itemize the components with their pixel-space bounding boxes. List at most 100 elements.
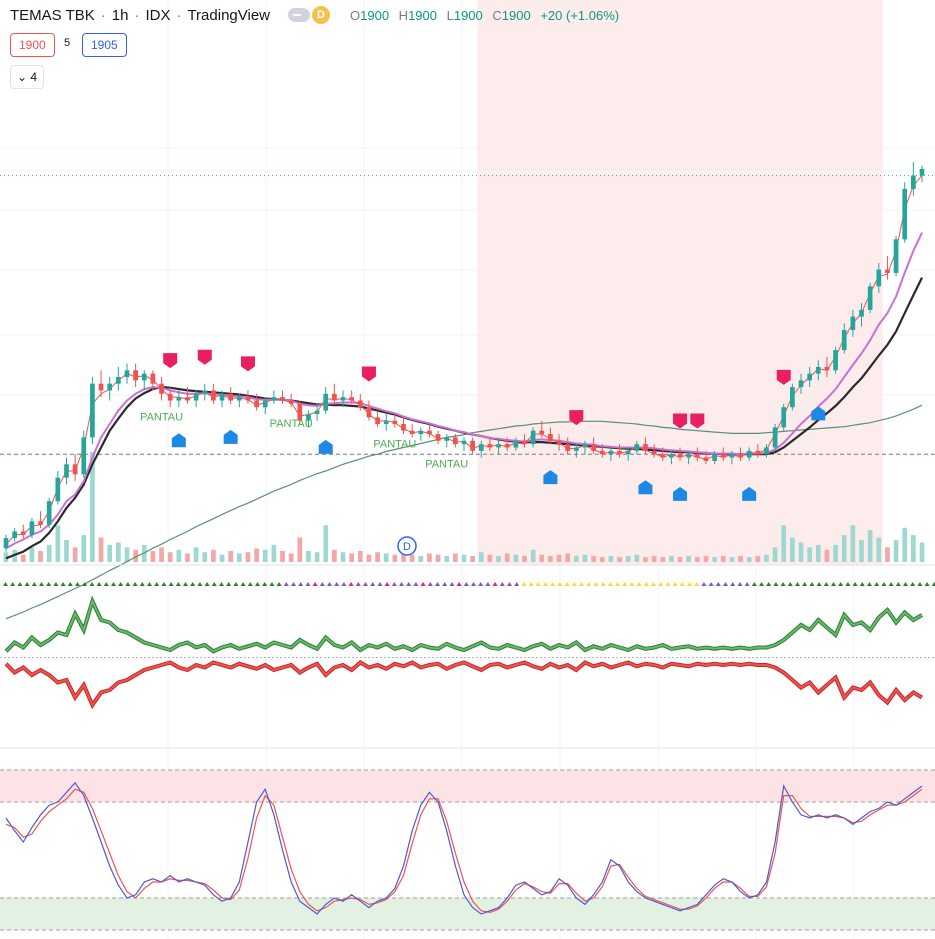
trend-triangle [492,582,498,586]
trend-triangle [276,582,282,586]
volume-bar [176,549,182,562]
trend-triangle [161,582,167,586]
trend-triangle [564,582,570,586]
trend-triangle [334,582,340,586]
volume-bar [306,551,311,562]
trend-triangle [521,582,527,586]
ask-price-button[interactable]: 1905 [82,33,127,57]
candle-body [55,477,61,502]
candle-body [38,521,43,525]
volume-bar [841,535,847,562]
candle-body [340,397,346,401]
trend-triangle [636,582,642,586]
buy-marker [223,429,238,444]
trend-triangle [75,582,80,586]
trend-triangle [226,582,232,586]
trend-triangle [535,582,541,586]
candle-body [556,440,562,445]
volume-bar [366,554,372,562]
candle-body [617,450,622,455]
candle-body [245,397,251,401]
volume-bar [746,557,752,562]
stoch-k-line [5,781,923,915]
trend-triangle [773,582,779,586]
trend-triangle [442,582,448,586]
candle-body [712,454,717,461]
candle-body [280,397,285,401]
trend-triangle [607,582,613,586]
trend-triangle [31,582,37,586]
candle-body [746,450,752,458]
trend-triangle [658,582,664,586]
trend-triangle [341,582,347,586]
candle-body [3,538,9,549]
candle-body [81,437,87,475]
trend-triangle [348,582,354,586]
candle-body [29,521,35,535]
trend-triangle [924,582,930,586]
candle-body [435,434,441,441]
interval-label[interactable]: 1h [111,6,129,24]
candle-body [159,383,164,394]
trend-triangle [838,582,844,586]
candle-body [798,380,804,388]
volume-bar [357,551,363,562]
visibility-toggle-icon[interactable] [288,8,310,22]
volume-bar [781,525,787,562]
trend-triangle [111,582,116,586]
candle-body [686,454,692,458]
indicator-count: 4 [30,70,38,84]
candle-body [357,400,363,408]
candle-body [591,444,596,451]
candle-body [582,444,588,448]
collapse-indicators-button[interactable]: ⌄ 4 [10,65,44,89]
trend-triangle [384,582,390,586]
candle-body [150,373,156,384]
candle-body [893,239,899,273]
candle-body [599,450,605,455]
candle-body [859,309,864,317]
candle-body [314,410,320,414]
candle-body [651,450,657,455]
candle-body [332,393,337,401]
trend-triangle [391,582,397,586]
trend-triangle [327,582,332,586]
trend-triangle [478,582,484,586]
dividend-badge[interactable]: D [312,6,330,24]
volume-bar [530,549,536,562]
trend-triangle [427,582,433,586]
trend-triangle [723,582,728,586]
bid-price-button[interactable]: 1900 [10,33,55,57]
candle-body [643,444,648,451]
trend-triangle [759,582,764,586]
trend-triangle [485,582,491,586]
oversold-zone [0,898,935,930]
volume-bar [599,557,605,562]
symbol-name[interactable]: TEMAS TBK [10,6,95,24]
volume-bar [3,552,9,562]
candle-body [902,189,908,240]
volume-bar [107,544,113,562]
candle-body [107,383,113,391]
trend-triangle [355,582,361,586]
trend-triangle [168,582,174,586]
trend-triangle [39,582,44,586]
trend-triangle [363,582,368,586]
candle-body [470,440,475,451]
candle-body [124,370,130,377]
candle-body [539,430,545,435]
volume-bar [807,547,813,562]
candle-body [306,413,311,421]
candle-body [677,454,683,458]
candle-body [565,444,571,451]
volume-bar [211,549,216,562]
candle-body [807,373,813,381]
candle-body [211,390,216,401]
ma-long-line [5,404,923,620]
candle-body [781,407,787,428]
candle-body [513,440,519,448]
trend-triangle [766,582,772,586]
trend-triangle [471,582,476,586]
trend-triangle [60,582,66,586]
